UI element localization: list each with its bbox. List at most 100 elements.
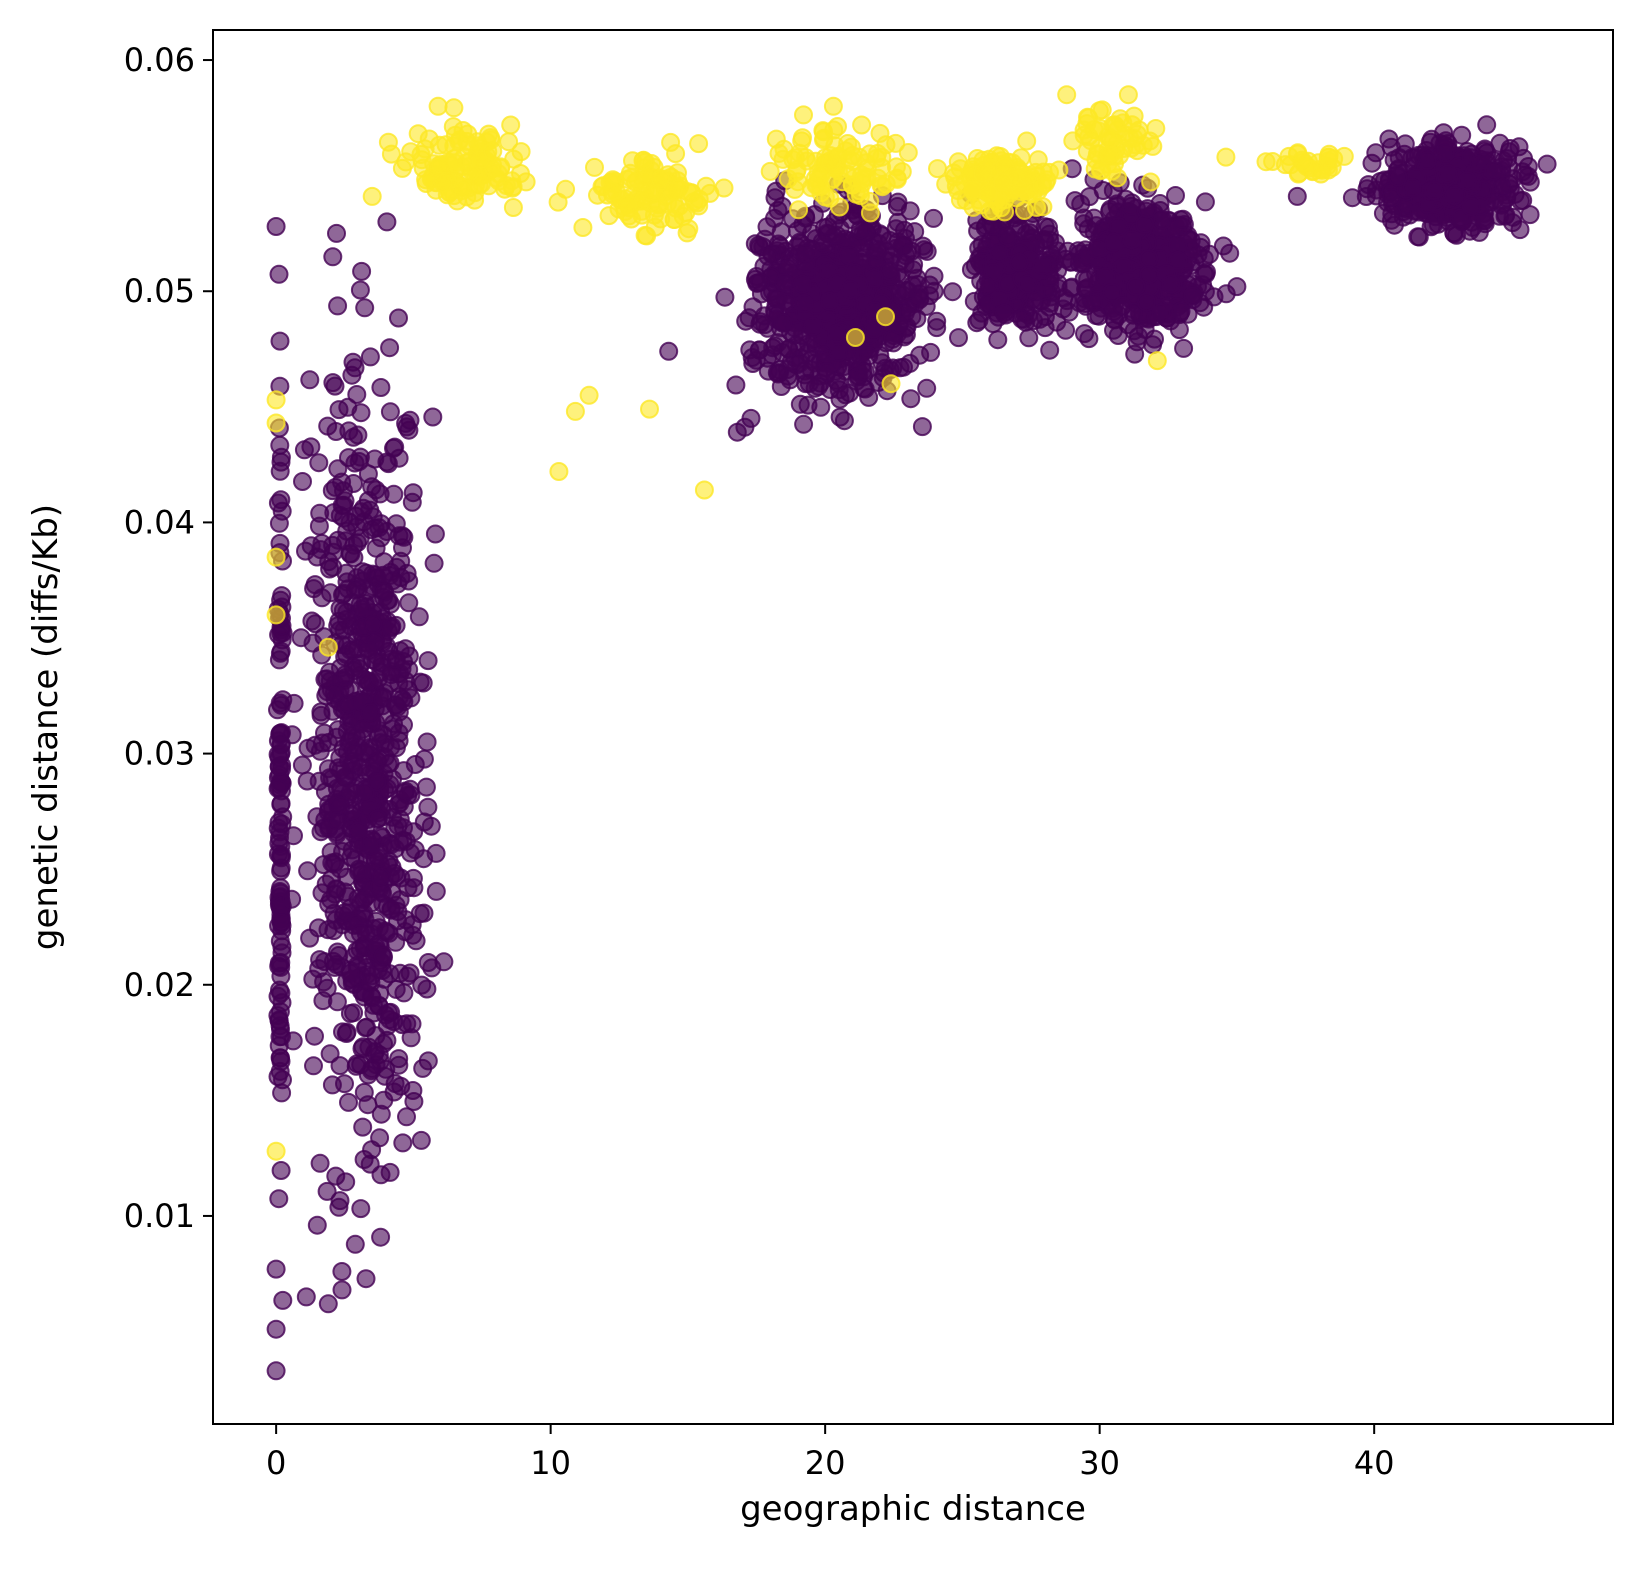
data-point: [1256, 152, 1276, 172]
data-point: [1168, 250, 1188, 270]
data-point: [1498, 149, 1518, 169]
data-point: [380, 338, 400, 358]
data-point: [1484, 161, 1504, 181]
data-point: [1227, 277, 1247, 297]
data-point: [433, 173, 453, 193]
data-point: [1183, 286, 1203, 306]
y-tick-label: 0.04: [124, 503, 195, 541]
data-point: [321, 583, 340, 603]
data-point: [1171, 301, 1191, 321]
data-point: [270, 331, 290, 351]
data-point: [411, 1130, 431, 1150]
data-point: [325, 376, 345, 396]
data-point: [367, 772, 387, 792]
data-point: [401, 843, 420, 863]
data-point: [412, 975, 432, 995]
data-point: [821, 151, 841, 171]
data-point: [418, 953, 438, 972]
data-point: [401, 1028, 421, 1048]
data-point: [327, 223, 346, 243]
data-point: [362, 988, 382, 1008]
data-point: [1078, 269, 1098, 289]
data-point: [472, 174, 492, 194]
data-point: [859, 346, 879, 366]
data-point: [348, 425, 368, 445]
data-point: [356, 1269, 376, 1289]
data-point: [351, 599, 371, 619]
data-point: [270, 1048, 290, 1068]
data-point: [741, 408, 761, 428]
data-point: [305, 1026, 324, 1046]
data-point: [794, 105, 813, 125]
data-point: [414, 903, 434, 923]
data-point: [820, 291, 839, 311]
data-point: [689, 134, 709, 154]
data-point: [377, 212, 397, 232]
y-axis-title: genetic distance (diffs/Kb): [26, 504, 66, 950]
data-point: [789, 200, 809, 220]
data-point: [549, 462, 569, 481]
data-point: [594, 176, 613, 196]
data-point: [266, 605, 286, 625]
data-point: [1458, 171, 1478, 191]
data-point: [269, 513, 289, 533]
data-point: [347, 517, 367, 537]
data-point: [406, 931, 426, 951]
data-point: [327, 992, 347, 1012]
data-point: [758, 246, 778, 266]
data-point: [309, 918, 328, 938]
data-point: [373, 946, 393, 966]
data-point: [394, 692, 414, 712]
data-point: [371, 1227, 391, 1247]
data-point: [900, 201, 920, 221]
data-point: [876, 135, 896, 155]
data-point: [266, 390, 286, 410]
data-point: [394, 983, 414, 1003]
data-point: [912, 417, 932, 437]
data-point: [1015, 201, 1034, 220]
data-point: [1046, 233, 1065, 253]
y-axis: 0.01 0.02 0.03 0.04 0.05 0.06: [124, 41, 213, 1235]
data-point: [989, 243, 1009, 263]
data-point: [579, 385, 599, 405]
data-point: [1537, 154, 1557, 174]
data-point: [978, 183, 998, 203]
data-point: [1216, 147, 1236, 167]
data-point: [320, 1044, 340, 1064]
data-point: [1520, 205, 1540, 225]
data-point: [840, 280, 860, 300]
data-point: [1118, 315, 1138, 335]
y-tick-label: 0.02: [124, 966, 195, 1004]
data-point: [266, 1361, 286, 1381]
data-point: [375, 582, 395, 602]
data-point: [354, 1150, 374, 1169]
data-point: [839, 246, 859, 266]
data-point: [755, 315, 775, 335]
data-point: [794, 414, 814, 434]
data-point: [380, 402, 400, 422]
data-point: [382, 883, 402, 903]
data-point: [994, 303, 1014, 323]
data-point: [696, 176, 716, 196]
data-point: [745, 234, 765, 254]
data-point: [323, 951, 343, 971]
data-point: [271, 1161, 291, 1180]
data-point: [318, 637, 338, 657]
data-point: [350, 280, 370, 300]
data-point: [273, 1290, 293, 1310]
data-point: [917, 378, 937, 398]
data-point: [1461, 197, 1481, 217]
data-point: [343, 640, 363, 660]
data-point: [796, 148, 815, 167]
data-point: [1078, 219, 1098, 239]
data-point: [371, 867, 391, 887]
data-point: [852, 115, 872, 135]
data-point: [807, 175, 827, 195]
data-point: [305, 614, 325, 634]
data-point: [397, 1107, 416, 1127]
data-point: [792, 131, 812, 151]
data-point: [967, 313, 987, 333]
data-point: [1099, 145, 1119, 165]
data-point: [834, 411, 854, 431]
data-point: [385, 1074, 405, 1093]
